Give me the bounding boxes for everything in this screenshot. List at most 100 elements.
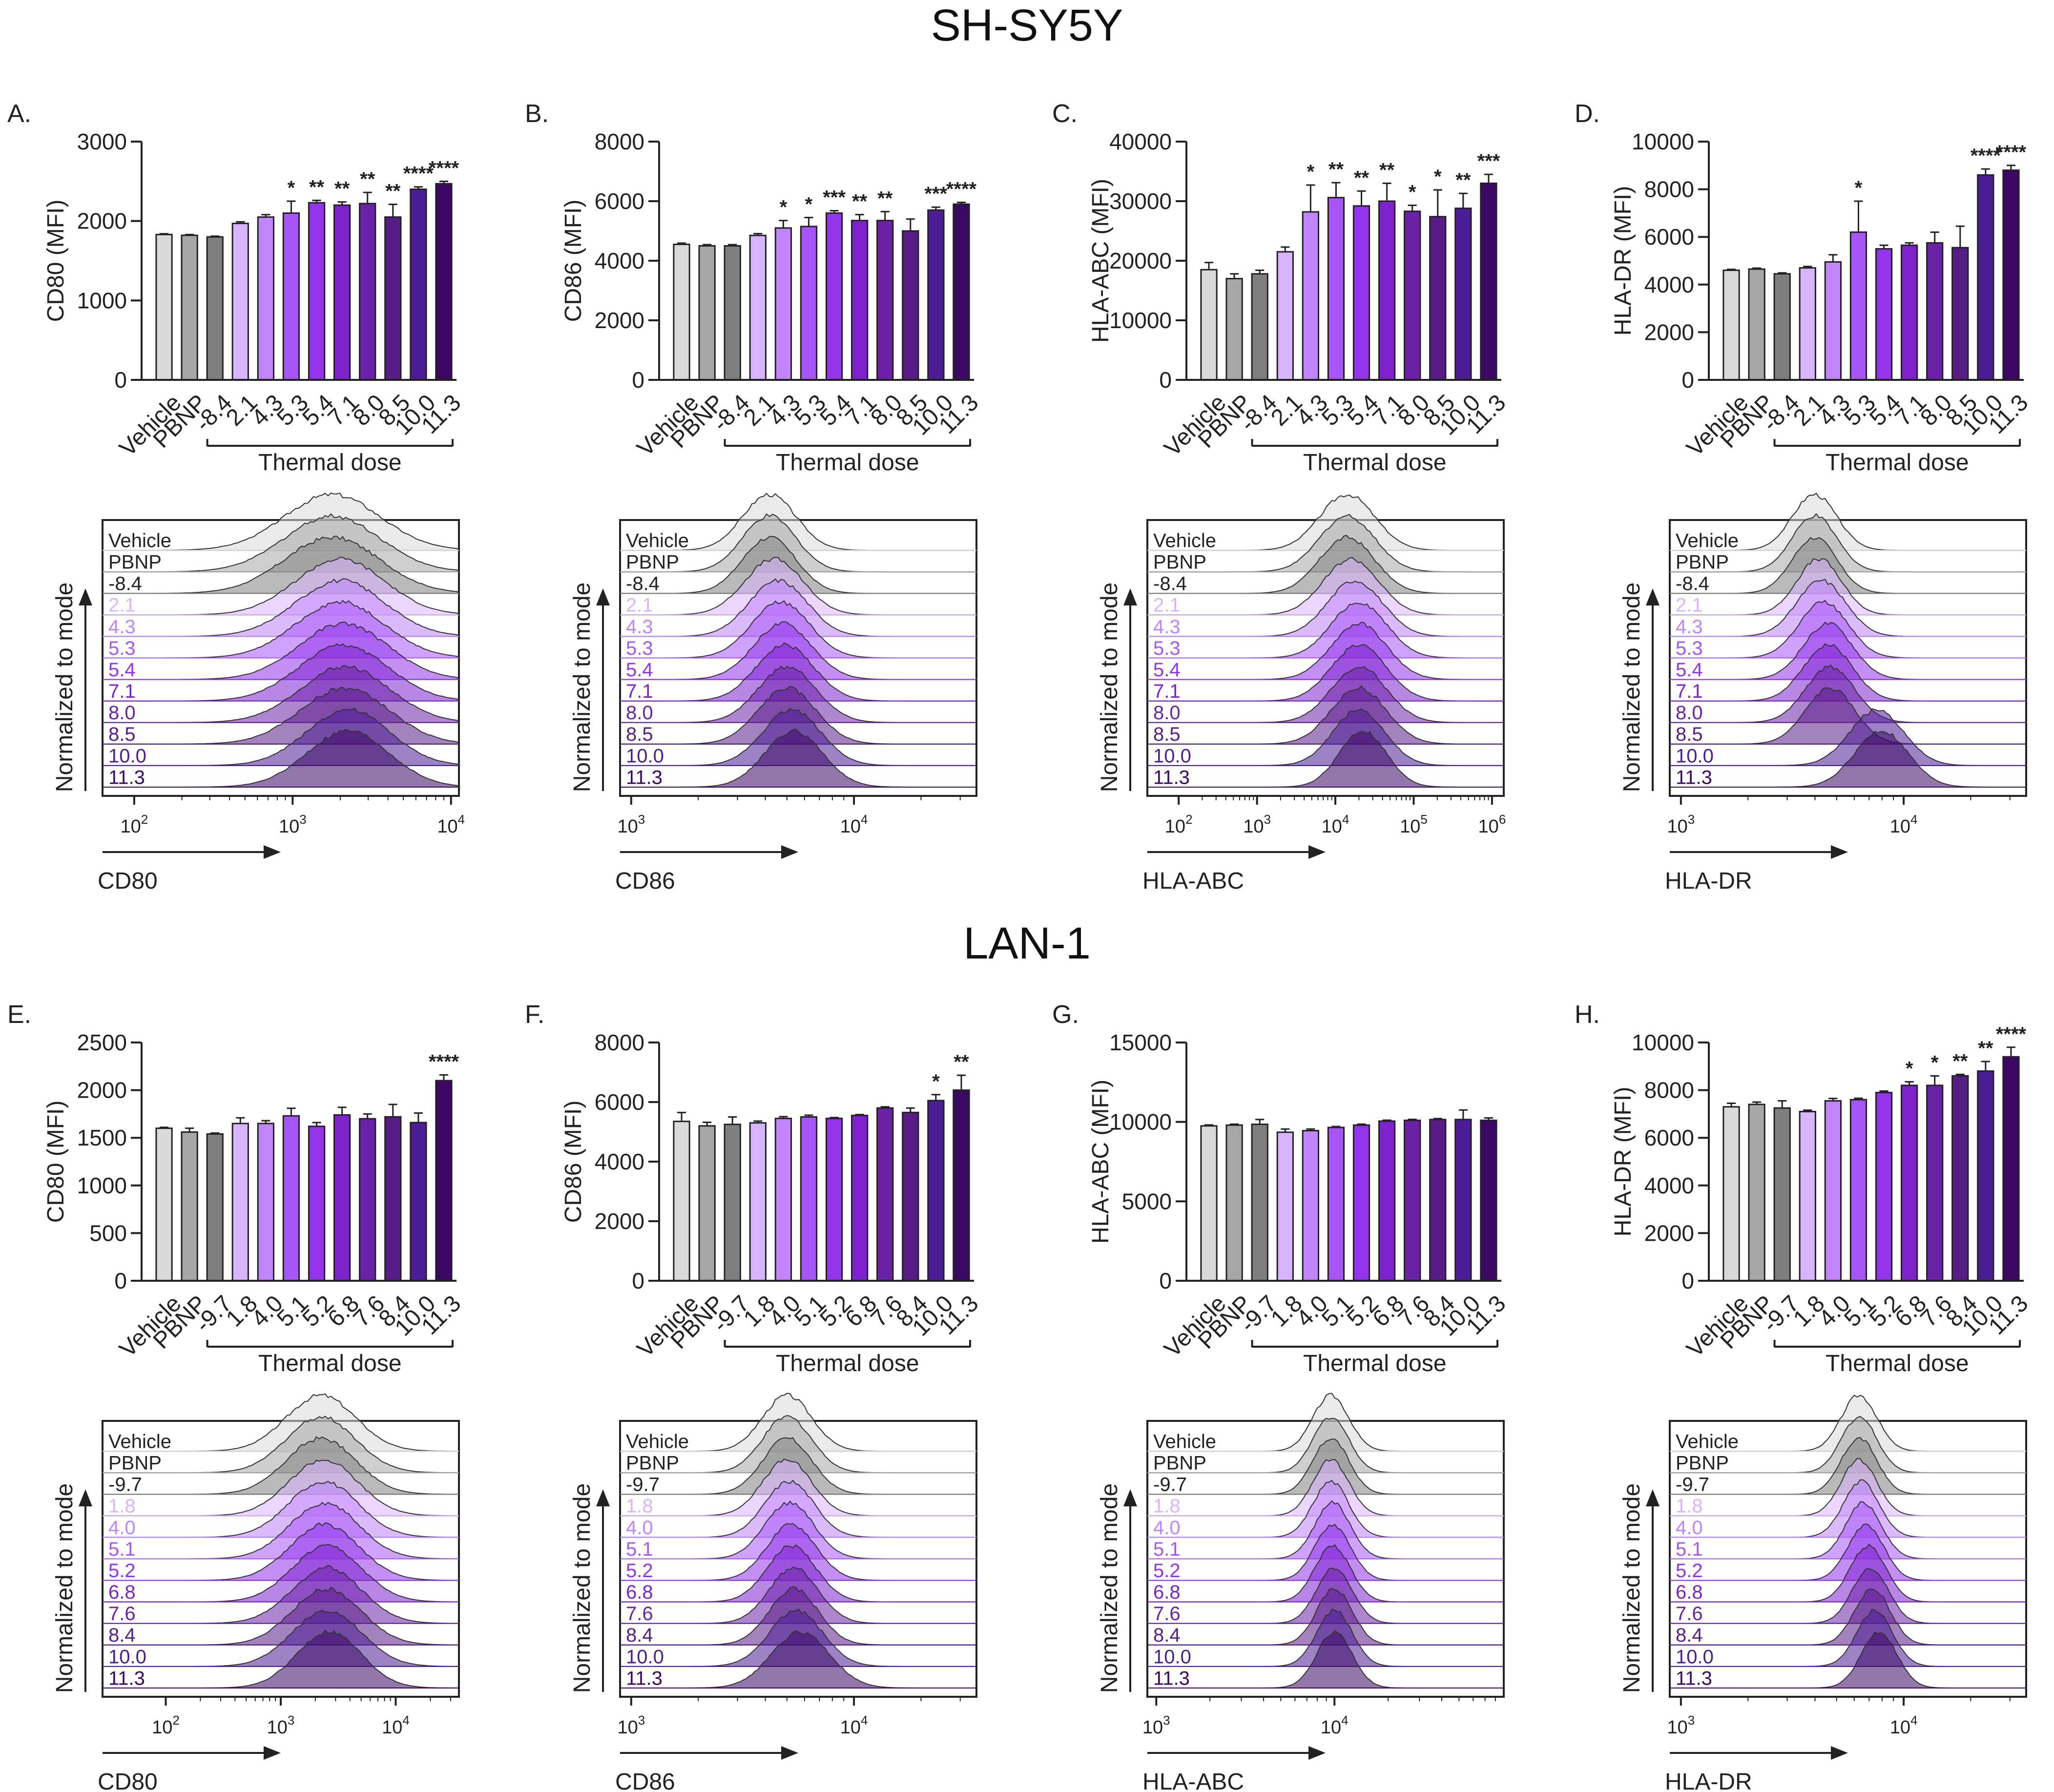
histogram-row-label: 5.3	[1676, 638, 1703, 659]
significance-label: **	[1379, 159, 1395, 181]
bar	[1799, 1111, 1816, 1282]
bar	[1302, 211, 1320, 381]
y-tick-label: 6000	[1644, 1125, 1694, 1150]
y-tick-label: 500	[89, 1220, 127, 1246]
significance-label: **	[1978, 1038, 1993, 1059]
x-tick-label: 103	[1667, 1713, 1695, 1738]
bar	[1824, 261, 1842, 381]
histogram-row-label: 5.1	[1676, 1539, 1703, 1560]
x-axis-label: Thermal dose	[776, 1351, 919, 1376]
x-tick-label: 104	[382, 1713, 410, 1738]
bar	[1722, 270, 1740, 381]
histogram-y-label: Normalized to mode	[1619, 583, 1645, 792]
bar	[876, 1107, 894, 1282]
bar	[902, 230, 919, 381]
histogram-y-label: Normalized to mode	[1097, 583, 1122, 792]
histogram-row-label: 11.3	[1676, 1667, 1712, 1689]
x-tick-label: 103	[617, 812, 645, 837]
histogram-row-label: 4.3	[108, 616, 136, 638]
histogram-row-label: 11.3	[1153, 1667, 1190, 1689]
histogram-row-label: 5.1	[1153, 1539, 1181, 1560]
y-tick-label: 8000	[1644, 1078, 1694, 1103]
bar	[851, 1114, 869, 1282]
bar	[1799, 267, 1816, 381]
figure-title-lan-1: LAN-1	[963, 918, 1091, 968]
x-axis-label: Thermal dose	[776, 450, 919, 476]
bar	[1429, 216, 1447, 381]
y-tick-label: 6000	[1644, 224, 1694, 250]
bar	[1378, 1120, 1396, 1282]
histogram-row-label: 11.3	[108, 1667, 145, 1689]
bar	[1849, 231, 1867, 381]
bar	[1748, 1104, 1765, 1282]
bar	[1824, 1100, 1842, 1282]
y-axis-label: CD86 (MFI)	[560, 1101, 586, 1223]
x-tick-label: 103	[1667, 812, 1695, 837]
y-tick-label: 10000	[1632, 1030, 1694, 1055]
panel-letter: E.	[7, 1000, 31, 1029]
x-axis-label: Thermal dose	[1826, 450, 1969, 476]
significance-label: ***	[823, 187, 846, 208]
histogram-row-label: 1.8	[1676, 1496, 1703, 1517]
panel-letter: B.	[525, 100, 549, 128]
histogram-row-label: Vehicle	[1676, 1431, 1739, 1452]
histogram-row-label: 7.6	[1676, 1603, 1703, 1625]
histogram-row-label: 10.0	[1153, 1646, 1191, 1667]
bar	[1926, 242, 1944, 381]
histogram-row-label: 7.6	[626, 1603, 653, 1625]
bar	[359, 1118, 376, 1282]
significance-label: **	[385, 181, 401, 202]
bar	[308, 202, 326, 381]
histogram-y-label: Normalized to mode	[1619, 1483, 1645, 1693]
histogram-row-label: PBNP	[108, 1453, 162, 1474]
histogram-row-label: 8.4	[108, 1625, 136, 1646]
significance-label: ****	[1971, 145, 2001, 167]
bar	[1327, 1126, 1345, 1282]
histogram-row-label: -8.4	[1676, 573, 1709, 595]
y-tick-label: 2000	[595, 1209, 644, 1234]
histogram-row-label: 5.4	[1153, 659, 1181, 681]
x-tick-label: 104	[1890, 1713, 1918, 1738]
significance-label: *	[288, 177, 295, 199]
histogram-row-label: 10.0	[108, 745, 146, 767]
bar	[1352, 1124, 1370, 1282]
histogram-row-label: 2.1	[626, 595, 653, 616]
bar	[1977, 174, 1994, 381]
significance-label: ****	[403, 163, 434, 185]
y-tick-label: 4000	[1644, 1173, 1694, 1198]
bar	[1454, 208, 1472, 381]
histogram-row-label: 8.5	[1153, 724, 1181, 745]
x-tick-label: 104	[840, 812, 868, 837]
bar	[1352, 205, 1370, 381]
x-tick-label: 103	[617, 1713, 645, 1738]
y-tick-label: 2000	[1644, 1220, 1694, 1246]
y-axis-label: HLA-ABC (MFI)	[1088, 179, 1114, 343]
bar	[1276, 251, 1294, 381]
y-arrow-head	[79, 588, 92, 605]
bar	[1225, 278, 1243, 381]
x-tick-label: 104	[1890, 812, 1918, 837]
y-tick-label: 10000	[1109, 308, 1172, 333]
y-tick-label: 1500	[77, 1125, 127, 1150]
bar	[902, 1111, 919, 1282]
histogram-row-label: 11.3	[1676, 767, 1712, 788]
significance-label: *	[1307, 161, 1315, 183]
significance-label: **	[1354, 167, 1369, 188]
histogram-row-label: 5.2	[626, 1560, 653, 1582]
bar	[1327, 197, 1345, 381]
bar	[1200, 269, 1218, 381]
histogram-panel-f: VehiclePBNP-9.71.84.05.15.26.87.68.410.0…	[569, 1393, 977, 1792]
histogram-row-label: 8.4	[1153, 1625, 1181, 1646]
histogram-row-label: 4.3	[1676, 616, 1703, 638]
histogram-row-label: 7.1	[1676, 681, 1703, 702]
y-tick-label: 10000	[1632, 129, 1694, 154]
y-tick-label: 4000	[1644, 272, 1694, 297]
bar	[927, 209, 945, 381]
histogram-row-label: Vehicle	[108, 1431, 171, 1452]
y-tick-label: 0	[114, 1268, 127, 1293]
x-arrow-head	[1831, 1746, 1848, 1760]
